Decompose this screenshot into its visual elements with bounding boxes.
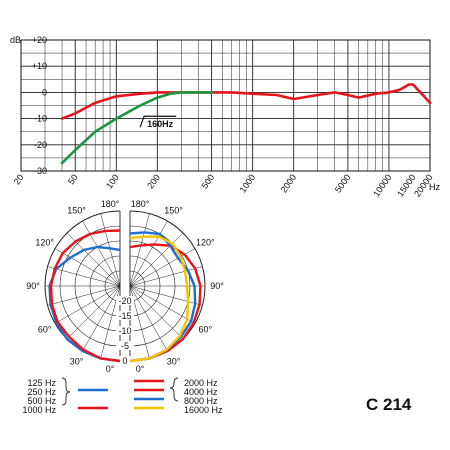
polar-spoke: [54, 285, 121, 324]
angle-label: 30°: [167, 356, 181, 366]
x-tick-label: 5000: [333, 172, 353, 194]
radial-label: -20: [118, 296, 131, 306]
polar-pattern-chart: 180° 180° 150° 150° 120° 120° 90° 90° 60° 60° 30° 3…: [26, 200, 224, 374]
polar-spoke: [129, 285, 196, 324]
polar-spoke: [129, 220, 168, 287]
y-axis-label: dB: [10, 35, 21, 45]
polar-curve-right-4: [129, 235, 190, 363]
x-tick-label: 50: [66, 172, 80, 186]
angle-label: 60°: [38, 325, 52, 335]
polar-curve-left-0: [48, 245, 121, 363]
polar-spoke: [66, 285, 121, 340]
polar-spoke: [129, 285, 184, 340]
polar-spoke: [129, 285, 203, 306]
polar-spoke: [129, 285, 168, 352]
response-series-0: [60, 83, 432, 120]
angle-label: 30°: [70, 356, 84, 366]
y-tick-label: -20: [34, 140, 47, 150]
x-tick-label: 1000: [238, 172, 258, 194]
angle-label: 180°: [131, 200, 150, 209]
angle-label: 150°: [164, 206, 183, 216]
polar-spoke: [129, 232, 184, 287]
response-series-1: [60, 91, 213, 165]
polar-curve-left-1: [49, 229, 121, 363]
frequency-response-chart: dB +20 +10 0 -10 -20 -30 20 50 100 200 500 1000 2000 5…: [10, 35, 440, 199]
x-tick-label: 10000: [371, 172, 394, 198]
x-tick-label: 200: [145, 172, 162, 190]
polar-spoke: [47, 285, 121, 306]
polar-spoke: [129, 266, 203, 287]
angle-label: 120°: [35, 238, 54, 248]
radial-label: -10: [118, 326, 131, 336]
angle-label: 0°: [136, 364, 145, 374]
polar-spoke: [100, 213, 121, 287]
y-tick-label: -10: [34, 114, 47, 124]
x-tick-label: 2000: [279, 172, 299, 194]
radial-label-bg: [116, 326, 134, 335]
angle-label: 180°: [101, 200, 120, 209]
polar-spoke: [82, 285, 121, 352]
radial-label-bg: [116, 356, 134, 365]
radial-label: -5: [121, 341, 129, 351]
x-tick-label: 20: [12, 172, 26, 186]
cutoff-symbol: [139, 115, 177, 128]
polar-curve-right-3: [129, 231, 197, 363]
y-tick-label: +10: [32, 61, 47, 71]
y-tick-label: +20: [32, 35, 47, 45]
cutoff-annotation: 160Hz: [147, 119, 174, 129]
plot-frame: [20, 39, 431, 172]
radial-label: -15: [118, 311, 131, 321]
polar-spoke: [129, 213, 150, 287]
angle-label: 90°: [26, 281, 40, 291]
radial-label-bg: [116, 296, 134, 305]
x-tick-label: 100: [104, 172, 121, 190]
polar-spoke: [54, 248, 121, 287]
radial-label-bg: [116, 311, 134, 320]
angle-label: 60°: [199, 325, 213, 335]
angle-label: 150°: [67, 206, 86, 216]
angle-label: 90°: [210, 281, 224, 291]
radial-label: 0: [122, 356, 127, 366]
polar-spoke: [82, 220, 121, 287]
angle-label: 120°: [196, 238, 215, 248]
y-tick-label: 0: [42, 87, 47, 97]
angle-label: 0°: [106, 364, 115, 374]
radial-label-bg: [116, 341, 134, 350]
x-unit-label: Hz: [429, 182, 440, 192]
x-tick-label: 500: [199, 172, 216, 190]
polar-curve-right-2: [129, 243, 202, 363]
polar-spoke: [47, 266, 121, 287]
y-tick-label: -30: [34, 166, 47, 176]
